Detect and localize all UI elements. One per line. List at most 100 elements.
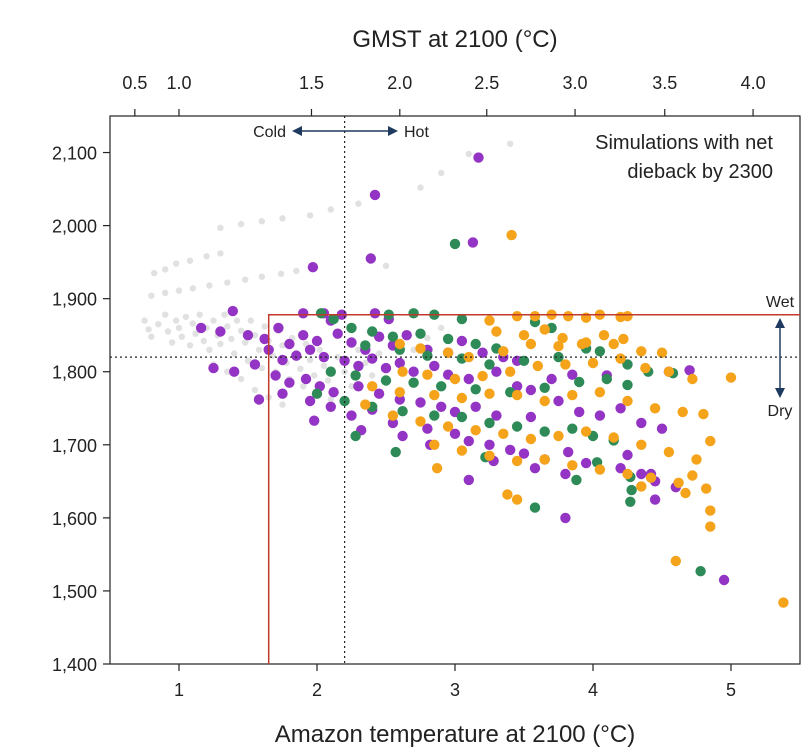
data-point: [484, 388, 495, 399]
data-point: [328, 387, 339, 398]
data-point: [279, 215, 286, 222]
data-point: [339, 355, 350, 366]
data-point: [622, 395, 633, 407]
data-point: [247, 317, 254, 324]
data-point: [622, 449, 633, 461]
data-point: [539, 454, 550, 465]
data-point: [636, 417, 647, 429]
data-point: [525, 433, 537, 445]
data-point: [463, 351, 474, 363]
data-point: [415, 343, 426, 354]
data-point: [511, 381, 523, 392]
data-point: [350, 370, 361, 381]
data-point: [580, 337, 592, 348]
data-point: [162, 289, 169, 296]
data-point: [511, 311, 523, 322]
data-point: [178, 333, 185, 340]
data-point: [636, 468, 647, 480]
data-point: [151, 269, 158, 277]
data-point: [380, 362, 392, 374]
data-point: [431, 463, 443, 474]
data-point: [221, 311, 228, 318]
data-point: [484, 450, 495, 461]
top-tick-label: 3.0: [563, 73, 588, 93]
y-tick-label: 2,100: [52, 144, 97, 164]
y-tick-label: 1,700: [52, 436, 97, 456]
bottom-axis-title: Amazon temperature at 2100 (°C): [275, 721, 635, 748]
data-point: [300, 373, 312, 385]
data-point: [367, 381, 378, 392]
data-point: [560, 359, 571, 370]
data-point: [334, 353, 341, 361]
data-point: [484, 417, 495, 429]
data-point: [429, 410, 440, 421]
data-point: [463, 373, 474, 385]
data-point: [506, 229, 517, 241]
data-point: [324, 377, 332, 384]
points-layer: [141, 140, 789, 608]
data-point: [615, 463, 626, 474]
data-point: [397, 366, 408, 377]
data-point: [168, 339, 176, 346]
data-point: [231, 350, 238, 357]
data-point: [325, 401, 336, 412]
data-point: [463, 435, 474, 447]
data-point: [511, 421, 523, 432]
data-point: [210, 317, 217, 324]
data-point: [175, 324, 183, 332]
top-tick-label: 3.5: [652, 73, 677, 93]
data-point: [217, 340, 224, 348]
data-point: [525, 411, 537, 423]
data-point: [687, 470, 698, 481]
data-point: [429, 439, 440, 450]
data-point: [186, 342, 194, 349]
data-point: [217, 224, 224, 231]
data-point: [456, 445, 468, 456]
data-point: [162, 311, 169, 318]
data-point: [298, 308, 309, 319]
data-point: [291, 350, 302, 361]
data-point: [649, 403, 661, 414]
data-point: [539, 324, 550, 335]
data-point: [656, 423, 668, 434]
data-point: [353, 381, 364, 392]
data-point: [417, 184, 424, 191]
data-point: [304, 395, 316, 407]
data-point: [189, 320, 196, 327]
data-point: [608, 432, 619, 443]
data-point: [390, 446, 401, 458]
data-point: [498, 346, 509, 357]
data-point: [229, 366, 240, 377]
data-point: [525, 384, 537, 396]
data-point: [560, 468, 571, 480]
data-point: [436, 401, 447, 412]
data-point: [529, 502, 541, 513]
data-point: [304, 344, 316, 355]
data-point: [438, 324, 445, 332]
data-point: [346, 322, 357, 334]
hot-arrowhead-icon: [388, 126, 398, 136]
x-tick-label: 1: [174, 680, 184, 700]
data-point: [615, 353, 626, 364]
hot-label: Hot: [404, 124, 429, 141]
data-point: [373, 388, 385, 399]
left-axis-ticks: 1,400 1,500 1,600 1,700 1,800 1,900 2,000 2,100: [52, 144, 110, 675]
data-point: [367, 353, 378, 364]
data-point: [608, 338, 619, 350]
data-point: [215, 326, 226, 337]
cold-label: Cold: [253, 124, 286, 141]
data-point: [567, 369, 578, 380]
data-point: [539, 426, 550, 437]
y-tick-label: 1,800: [52, 363, 97, 383]
data-point: [560, 512, 571, 524]
dry-arrowhead-icon: [775, 388, 785, 398]
annotation-line-1: Simulations with net: [595, 132, 773, 154]
data-point: [145, 326, 152, 333]
red-threshold-box: [267, 313, 800, 664]
data-point: [622, 359, 633, 370]
data-point: [277, 270, 285, 277]
data-point: [284, 338, 295, 350]
data-point: [217, 250, 224, 257]
data-point: [684, 365, 695, 376]
